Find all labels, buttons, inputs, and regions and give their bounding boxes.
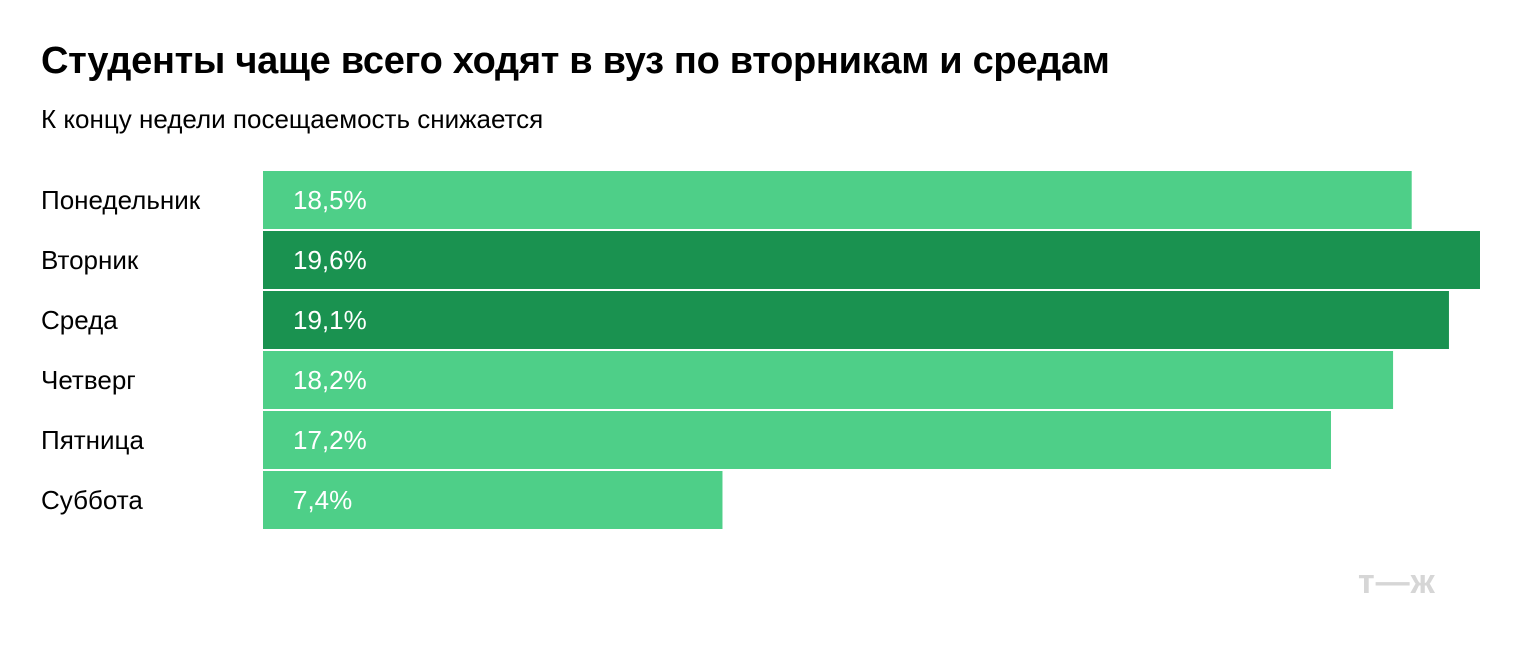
value-label-4: 18,2% [293,365,367,395]
category-label-5: Пятница [41,425,144,455]
category-label-6: Суббота [41,485,143,515]
bar-4 [263,351,1394,409]
value-label-2: 19,6% [293,245,367,275]
category-label-1: Понедельник [41,185,201,215]
value-label-3: 19,1% [293,305,367,335]
category-label-4: Четверг [41,365,136,395]
category-label-3: Среда [41,305,118,335]
value-label-1: 18,5% [293,185,367,215]
tzh-logo: т—ж [1358,563,1436,601]
value-label-5: 17,2% [293,425,367,455]
category-label-2: Вторник [41,245,139,275]
chart-title: Студенты чаще всего ходят в вуз по вторн… [41,40,1110,82]
bar-5 [263,411,1331,469]
bar-6 [263,471,723,529]
value-label-6: 7,4% [293,485,352,515]
bar-3 [263,291,1449,349]
bar-1 [263,171,1412,229]
bar-2 [263,231,1480,289]
chart-subtitle: К концу недели посещаемость снижается [41,104,544,134]
